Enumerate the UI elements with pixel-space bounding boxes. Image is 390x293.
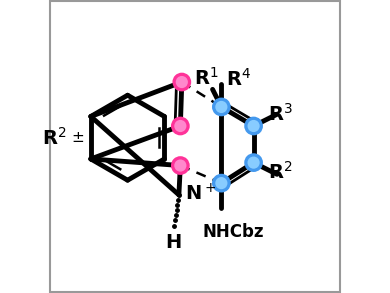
Text: R$^1$: R$^1$ xyxy=(193,67,218,88)
Text: R$^4$: R$^4$ xyxy=(226,68,251,90)
Circle shape xyxy=(212,98,231,116)
Circle shape xyxy=(215,101,227,113)
Circle shape xyxy=(212,174,231,193)
Circle shape xyxy=(171,117,190,135)
Circle shape xyxy=(248,156,260,169)
Circle shape xyxy=(244,153,263,172)
Circle shape xyxy=(171,156,190,175)
Text: R$^2$: R$^2$ xyxy=(268,161,293,182)
Text: R$^2$: R$^2$ xyxy=(42,127,66,149)
Circle shape xyxy=(248,120,260,132)
Text: N$^+$: N$^+$ xyxy=(185,183,216,204)
Text: R$^3$: R$^3$ xyxy=(268,103,293,125)
Circle shape xyxy=(176,76,188,88)
Text: NHCbz: NHCbz xyxy=(202,223,264,241)
Circle shape xyxy=(244,117,263,135)
Text: $\pm$: $\pm$ xyxy=(71,130,84,145)
Circle shape xyxy=(174,159,186,172)
Circle shape xyxy=(215,177,227,189)
Circle shape xyxy=(172,73,191,91)
Circle shape xyxy=(174,120,186,132)
Text: H: H xyxy=(165,233,181,252)
